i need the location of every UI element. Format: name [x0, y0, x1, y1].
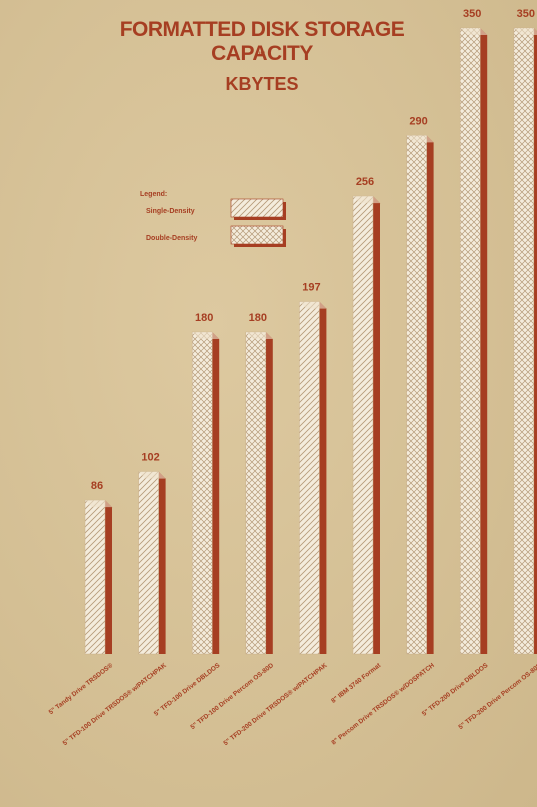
bar-shadow	[105, 500, 112, 654]
bar-shadow	[426, 135, 434, 655]
legend: Legend: Single-Density Double-Density	[140, 191, 286, 247]
bar-shadow	[533, 28, 537, 654]
chart-title: FORMATTED DISK STORAGE CAPACITY	[119, 18, 405, 65]
value-labels-group: 86 102 180 180 197 256 290 350 350	[91, 8, 535, 492]
bar-top	[299, 301, 327, 309]
category-labels-group: 5" Tandy Drive TRSDOS®5" TFD-100 Drive T…	[47, 661, 537, 747]
value-label: 197	[302, 282, 320, 294]
category-label: 5" TFD-200 Drive Percom OS-80D	[457, 662, 537, 731]
bar-shadow	[158, 471, 166, 654]
legend-label-single: Single-Density	[146, 208, 195, 215]
value-label: 86	[91, 480, 103, 492]
bar-shadow	[480, 28, 488, 654]
bar-top	[192, 332, 220, 340]
bar	[459, 27, 481, 655]
bar-top	[460, 28, 488, 35]
bar-shadow	[265, 332, 273, 654]
value-label: 350	[517, 8, 535, 20]
bar	[352, 195, 374, 655]
bar	[191, 331, 213, 655]
value-label: 180	[195, 312, 213, 324]
category-label: 5" TFD-100 Drive Percom OS-80D	[189, 662, 275, 731]
bar	[513, 27, 535, 655]
bar-top	[353, 196, 380, 204]
category-label: 8" Percom Drive TRSDOS® w/DOSPATCH	[330, 661, 436, 746]
bar	[84, 499, 106, 655]
legend-swatch-double	[230, 225, 284, 245]
bar	[299, 301, 320, 655]
bar-top	[245, 332, 273, 340]
bar-top	[85, 500, 112, 508]
bar	[406, 135, 427, 655]
title-connector: IN	[259, 52, 265, 58]
bar-top	[406, 135, 434, 143]
bar	[138, 471, 159, 655]
value-label: 290	[409, 115, 427, 127]
bar-shadow	[373, 196, 380, 654]
bar-top	[513, 28, 537, 35]
unit-label: KBYTES	[225, 74, 299, 94]
legend-title: Legend:	[140, 191, 167, 198]
bars-group	[84, 27, 537, 655]
value-label: 102	[141, 452, 159, 464]
bar	[245, 331, 267, 655]
category-label: 5" TFD-200 Drive TRSDOS® w/PATCHPAK	[222, 661, 329, 747]
legend-label-double: Double-Density	[146, 235, 197, 242]
value-label: 180	[249, 312, 267, 324]
bar-top	[138, 471, 166, 479]
bar-shadow	[212, 332, 220, 654]
value-label: 350	[463, 8, 481, 20]
category-label: 5" TFD-100 Drive TRSDOS® w/PATCHPAK	[61, 661, 168, 747]
legend-swatch-single	[230, 198, 284, 218]
bar-shadow	[319, 301, 327, 654]
category-label: 8" IBM 3740 Format	[330, 662, 383, 705]
value-label: 256	[356, 176, 374, 188]
